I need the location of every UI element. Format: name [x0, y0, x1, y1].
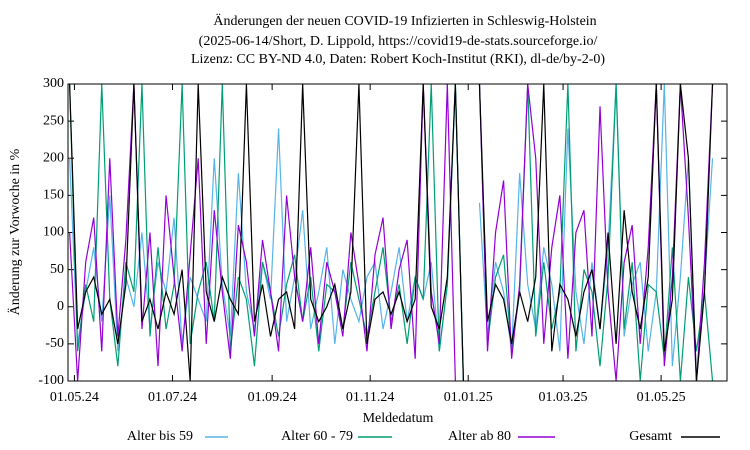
- y-tick-label: 250: [43, 113, 64, 128]
- x-tick-label: 01.03.25: [539, 390, 588, 405]
- plot-area: [69, 84, 714, 381]
- legend-label: Alter bis 59: [127, 429, 193, 444]
- y-tick-label: -100: [38, 373, 64, 388]
- x-tick-label: 01.05.25: [637, 390, 686, 405]
- series-line: [69, 84, 714, 381]
- x-tick-label: 01.05.24: [50, 390, 99, 405]
- legend-label: Gesamt: [629, 429, 672, 444]
- y-axis-label: Änderung zur Vorwoche in %: [6, 148, 23, 315]
- y-tick-label: 200: [43, 150, 64, 165]
- chart-title: Änderungen der neuen COVID-19 Infizierte…: [213, 12, 596, 29]
- y-tick-label: 150: [43, 188, 64, 203]
- legend-label: Alter 60 - 79: [281, 429, 353, 444]
- y-tick-label: 50: [50, 262, 64, 277]
- legend-label: Alter ab 80: [448, 429, 511, 444]
- plot-frame: [67, 83, 728, 382]
- x-tick-label: 01.07.24: [148, 390, 197, 405]
- x-tick-label: 01.11.24: [346, 390, 394, 405]
- y-tick-label: -50: [45, 336, 64, 351]
- x-tick-label: 01.01.25: [444, 390, 493, 405]
- y-tick-label: 300: [43, 76, 64, 91]
- chart-title: Lizenz: CC BY-ND 4.0, Daten: Robert Koch…: [191, 52, 605, 67]
- y-tick-label: 100: [43, 225, 64, 240]
- chart-title: (2025-06-14/Short, D. Lippold, https://c…: [199, 34, 598, 49]
- y-tick-label: 0: [57, 299, 64, 314]
- x-tick-label: 01.09.24: [248, 390, 297, 405]
- x-axis-label: Meldedatum: [363, 411, 434, 426]
